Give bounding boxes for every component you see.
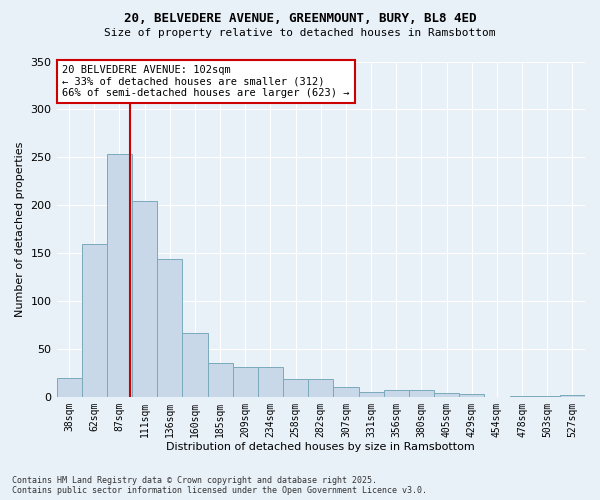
Y-axis label: Number of detached properties: Number of detached properties — [15, 142, 25, 317]
Text: 20, BELVEDERE AVENUE, GREENMOUNT, BURY, BL8 4ED: 20, BELVEDERE AVENUE, GREENMOUNT, BURY, … — [124, 12, 476, 26]
Bar — [82, 244, 107, 397]
Bar — [560, 395, 585, 397]
Bar — [535, 396, 560, 397]
X-axis label: Distribution of detached houses by size in Ramsbottom: Distribution of detached houses by size … — [166, 442, 475, 452]
Bar — [308, 378, 334, 397]
Text: Size of property relative to detached houses in Ramsbottom: Size of property relative to detached ho… — [104, 28, 496, 38]
Bar — [359, 392, 383, 397]
Bar — [334, 388, 359, 397]
Bar — [56, 378, 82, 397]
Bar — [182, 332, 208, 397]
Bar — [283, 378, 308, 397]
Text: 20 BELVEDERE AVENUE: 102sqm
← 33% of detached houses are smaller (312)
66% of se: 20 BELVEDERE AVENUE: 102sqm ← 33% of det… — [62, 65, 349, 98]
Bar — [208, 364, 233, 397]
Bar — [459, 394, 484, 397]
Bar — [107, 154, 132, 397]
Bar — [233, 367, 258, 397]
Bar — [434, 393, 459, 397]
Bar — [383, 390, 409, 397]
Text: Contains HM Land Registry data © Crown copyright and database right 2025.
Contai: Contains HM Land Registry data © Crown c… — [12, 476, 427, 495]
Bar — [132, 202, 157, 397]
Bar — [258, 367, 283, 397]
Bar — [409, 390, 434, 397]
Bar — [509, 396, 535, 397]
Bar — [157, 259, 182, 397]
